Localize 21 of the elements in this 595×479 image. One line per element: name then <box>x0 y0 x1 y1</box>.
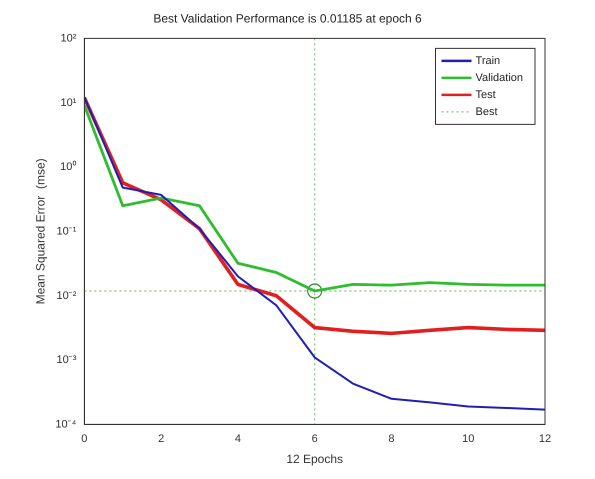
legend-label: Train <box>476 54 500 67</box>
y-tick-label: 10⁻⁴ <box>55 418 77 430</box>
y-tick-label: 10² <box>60 32 77 44</box>
x-tick-label: 4 <box>234 433 241 446</box>
y-axis-title: Mean Squared Error (mse) <box>34 158 48 304</box>
y-tick-label: 10⁻² <box>56 290 77 302</box>
y-tick-label: 10⁰ <box>60 160 76 174</box>
x-tick-label: 6 <box>312 433 318 446</box>
x-tick-label: 8 <box>388 433 395 446</box>
y-tick-label: 10⁻³ <box>56 354 77 366</box>
x-axis-title: 12 Epochs <box>286 452 344 466</box>
chart-title: Best Validation Performance is 0.01185 at epoch 6 <box>153 12 422 26</box>
x-tick-label: 12 <box>538 433 552 446</box>
y-tick-label: 10¹ <box>60 96 77 109</box>
x-tick-label: 0 <box>81 433 88 446</box>
x-tick-label: 10 <box>462 433 474 446</box>
x-tick-label: 2 <box>158 433 164 446</box>
y-tick-label: 10⁻¹ <box>56 225 77 238</box>
legend-label: Test <box>476 88 496 101</box>
legend-label: Best <box>476 106 498 118</box>
legend-label: Validation <box>476 72 524 84</box>
